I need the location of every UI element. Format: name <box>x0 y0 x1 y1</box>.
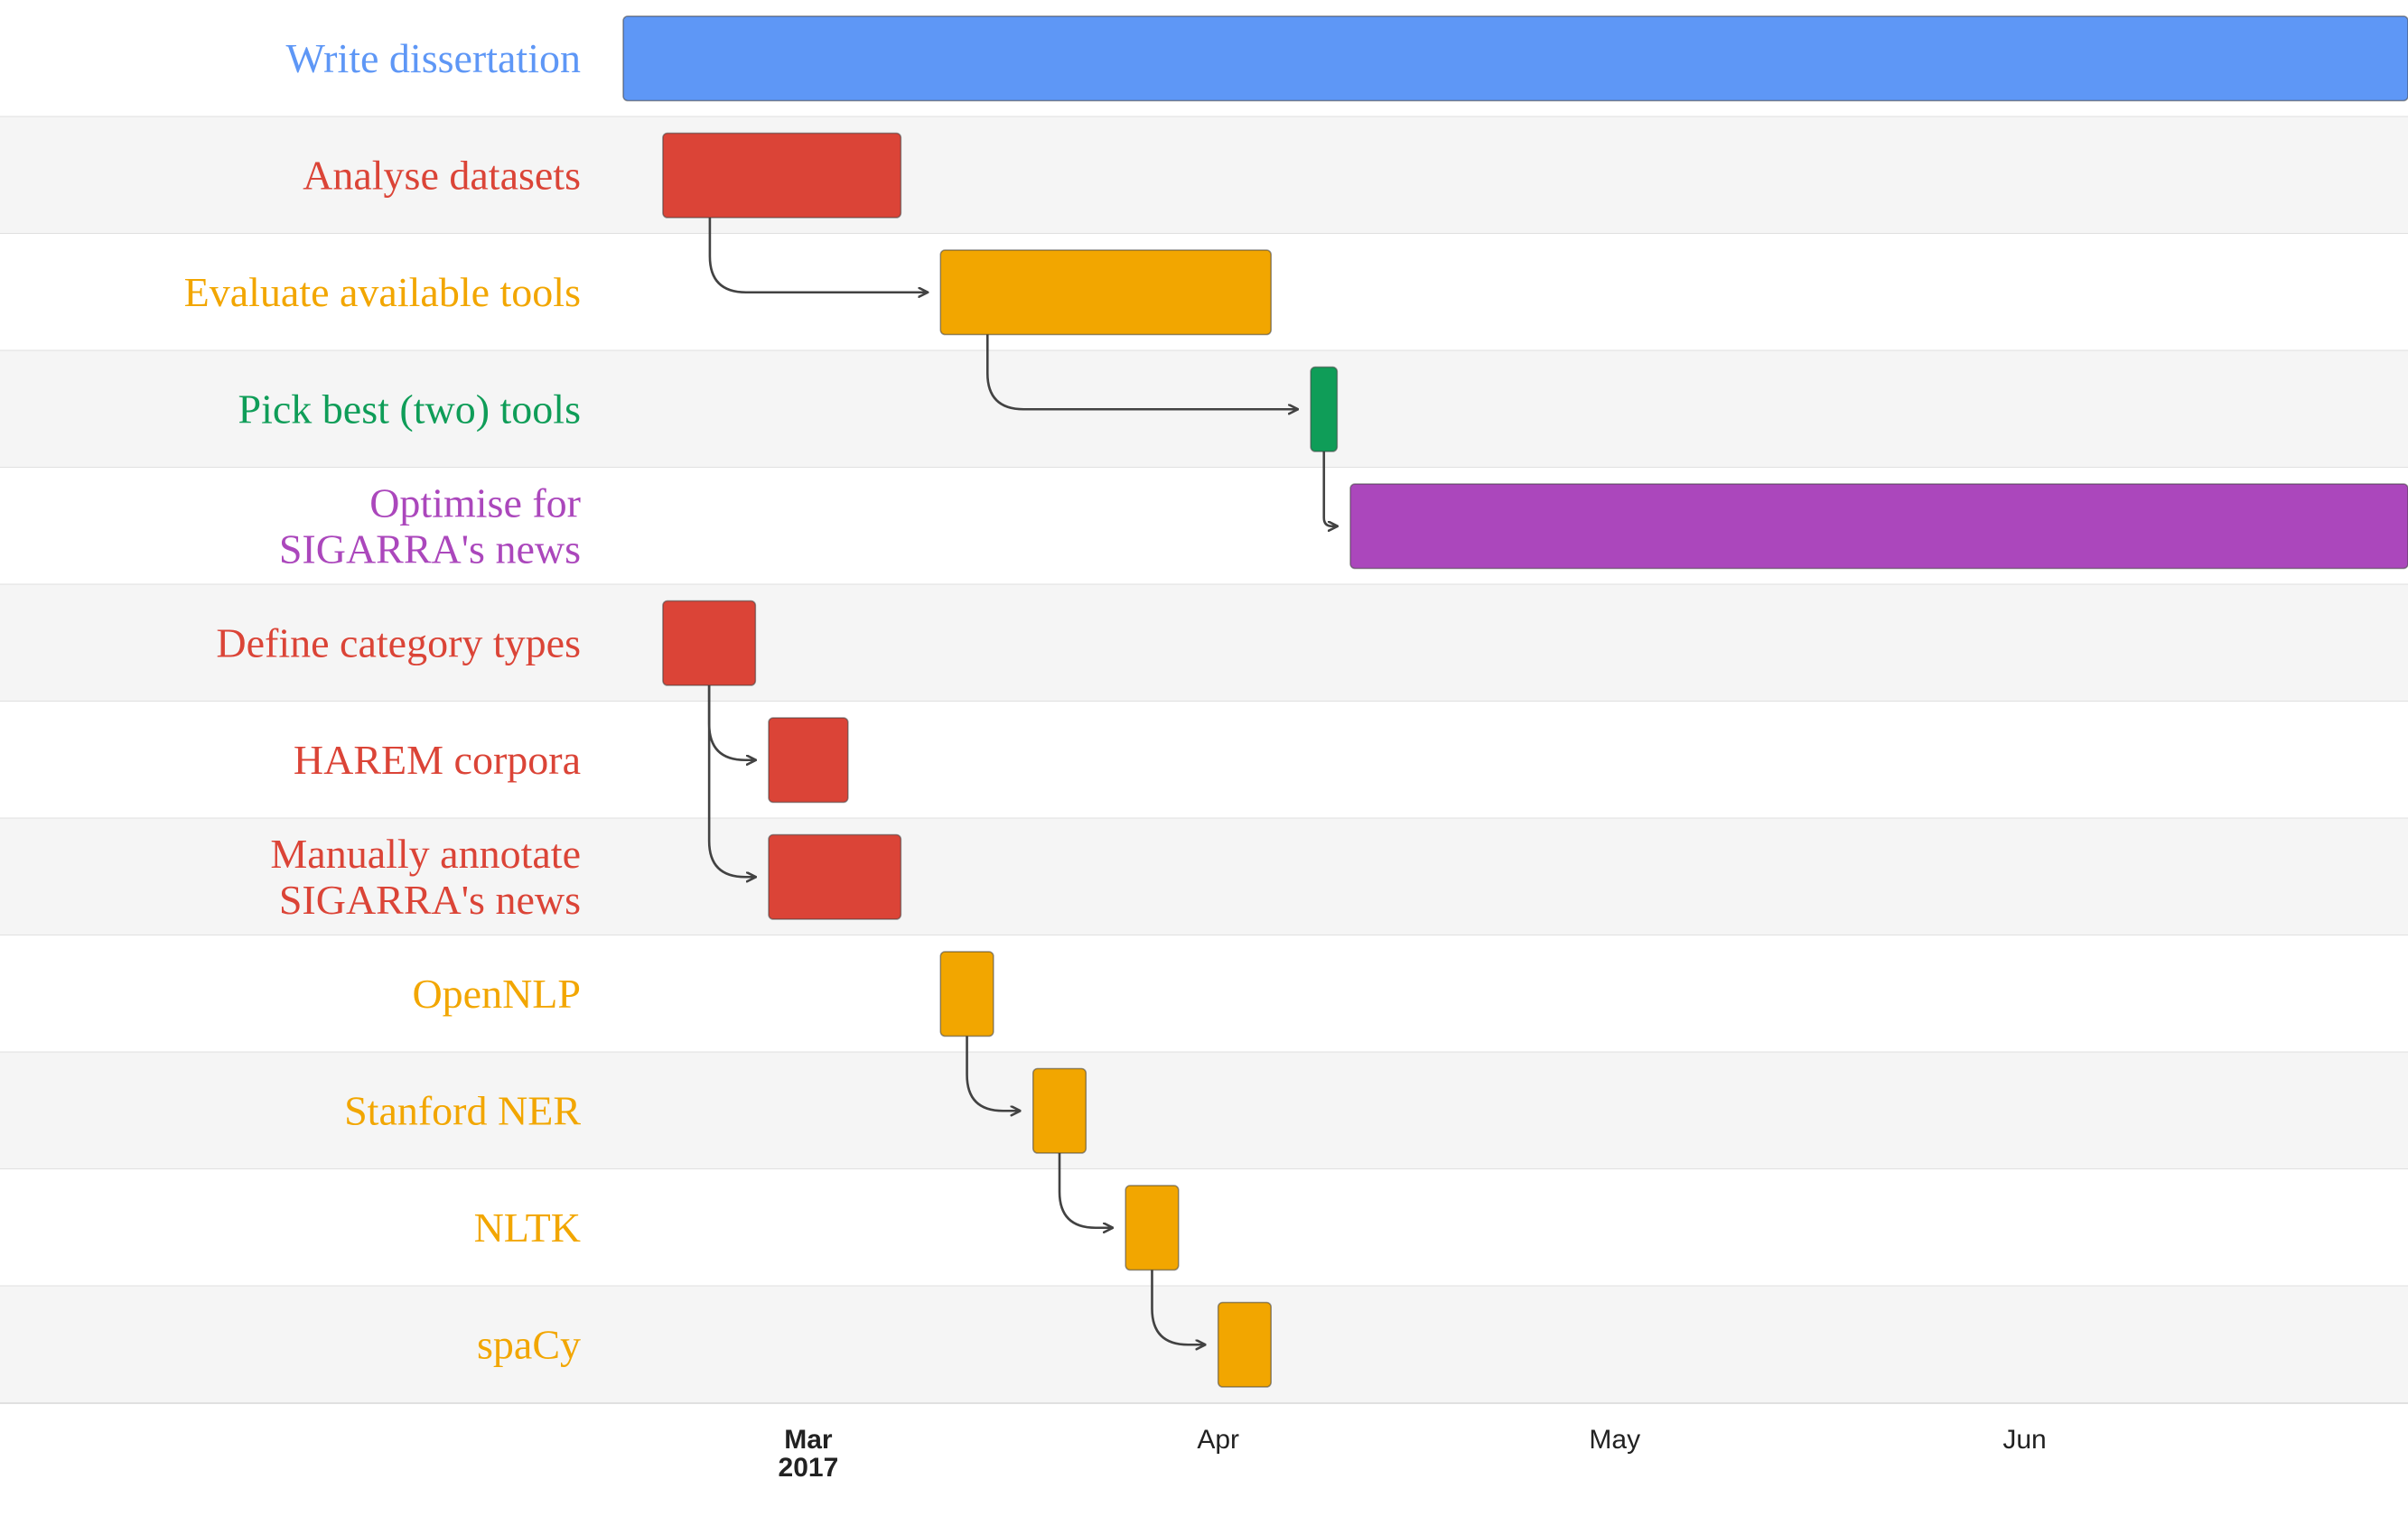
task-label-line: Write dissertation <box>286 35 581 81</box>
task-bar-dissertation[interactable] <box>622 15 2408 102</box>
dependency-arrow <box>1058 1153 1113 1228</box>
dependency-arrows <box>707 218 1338 1345</box>
task-label-line: Optimise for <box>369 479 581 526</box>
task-label-analyse: Analyse datasets <box>303 152 581 198</box>
task-label-dissertation: Write dissertation <box>286 35 581 81</box>
row-background <box>0 702 2408 819</box>
task-label-line: SIGARRA's news <box>279 526 581 572</box>
axis-year-label: 2017 <box>779 1453 839 1483</box>
task-label-line: SIGARRA's news <box>279 877 581 923</box>
row-background <box>0 935 2408 1053</box>
task-label-line: Evaluate available tools <box>184 269 581 315</box>
task-label-define: Define category types <box>216 619 581 665</box>
row-background <box>0 818 2408 935</box>
row-background <box>0 116 2408 234</box>
dependency-arrow <box>966 1036 1021 1112</box>
task-label-harem: HAREM corpora <box>294 737 581 783</box>
dependency-arrow <box>985 334 1298 410</box>
task-label-line: HAREM corpora <box>294 737 581 783</box>
row-backgrounds <box>0 116 2408 1404</box>
task-label-opennlp: OpenNLP <box>412 971 581 1017</box>
task-label-nltk: NLTK <box>474 1205 581 1251</box>
axis-tick-label: Apr <box>1197 1425 1239 1455</box>
task-label-line: Define category types <box>216 619 581 665</box>
task-label-pick: Pick best (two) tools <box>238 386 581 432</box>
dependency-arrow <box>1322 451 1338 526</box>
task-bar-opennlp[interactable] <box>939 951 994 1037</box>
task-bar-spacy[interactable] <box>1217 1301 1272 1388</box>
task-bar-annotate[interactable] <box>768 833 902 920</box>
task-label-spacy: spaCy <box>477 1321 581 1367</box>
task-bar-nltk[interactable] <box>1125 1185 1180 1271</box>
axis-tick-label: May <box>1589 1425 1640 1455</box>
task-label-line: Analyse datasets <box>303 152 581 198</box>
task-bar-optimise[interactable] <box>1349 483 2408 570</box>
row-background <box>0 1169 2408 1287</box>
dependency-arrow <box>707 685 756 877</box>
axis-tick-label: Jun <box>2002 1425 2046 1455</box>
dependency-arrow <box>1151 1270 1205 1345</box>
row-background <box>0 1052 2408 1169</box>
task-bar-define[interactable] <box>662 600 757 686</box>
task-labels: Write dissertation Analyse datasets Evalua… <box>184 35 582 1368</box>
task-bar-analyse[interactable] <box>662 132 902 219</box>
task-bar-stanford[interactable] <box>1031 1067 1087 1154</box>
dependency-arrow <box>708 218 928 293</box>
task-label-line: Manually annotate <box>270 831 581 877</box>
task-label-line: spaCy <box>477 1321 581 1367</box>
axis-tick-label: Mar <box>784 1425 833 1455</box>
task-label-line: NLTK <box>474 1205 581 1251</box>
task-label-evaluate: Evaluate available tools <box>184 269 581 315</box>
task-label-line: OpenNLP <box>412 971 581 1017</box>
task-bar-evaluate[interactable] <box>939 249 1272 336</box>
task-bar-pick[interactable] <box>1310 366 1339 452</box>
task-label-annotate: Manually annotate SIGARRA's news <box>270 831 581 923</box>
task-bars <box>622 15 2408 1388</box>
task-label-line: Pick best (two) tools <box>238 386 581 432</box>
task-bar-harem[interactable] <box>768 717 849 804</box>
row-background <box>0 584 2408 702</box>
task-label-stanford: Stanford NER <box>344 1087 581 1133</box>
task-label-optimise: Optimise for SIGARRA's news <box>279 479 581 572</box>
task-label-line: Stanford NER <box>344 1087 581 1133</box>
